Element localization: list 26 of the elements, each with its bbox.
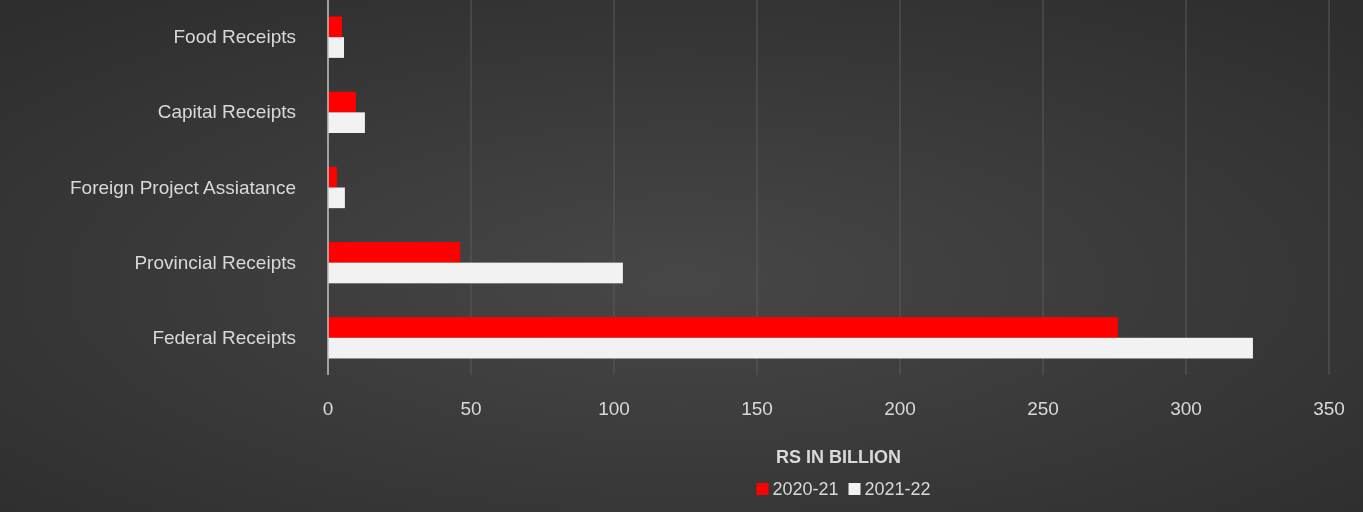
legend-label: 2021-22: [864, 479, 931, 499]
x-tick-label: 150: [741, 398, 773, 419]
y-tick-label: Capital Receipts: [157, 101, 296, 123]
bar: [328, 166, 337, 188]
y-tick-label: Provincial Receipts: [134, 251, 296, 273]
bar: [328, 317, 1118, 338]
x-tick-label: 350: [1313, 398, 1345, 419]
bar: [328, 337, 1253, 359]
x-tick-label: 0: [322, 398, 334, 419]
x-tick-label: 200: [884, 398, 916, 419]
x-tick-label: 50: [460, 398, 482, 419]
x-tick-label: 300: [1170, 398, 1202, 419]
y-tick-label: Food Receipts: [173, 26, 296, 48]
bar: [328, 241, 461, 263]
bar: [328, 16, 343, 38]
bar: [328, 112, 365, 134]
x-tick-label: 250: [1027, 398, 1059, 419]
bar: [328, 37, 345, 58]
x-tick-label: 100: [598, 398, 630, 419]
bar: [328, 262, 623, 284]
bar: [328, 187, 345, 209]
x-axis-title: RS IN BILLION: [776, 447, 901, 467]
bar: [328, 91, 357, 113]
y-tick-label: Foreign Project Assiatance: [69, 176, 296, 198]
y-tick-label: Federal Receipts: [152, 326, 296, 348]
legend-label: 2020-21: [772, 479, 839, 499]
